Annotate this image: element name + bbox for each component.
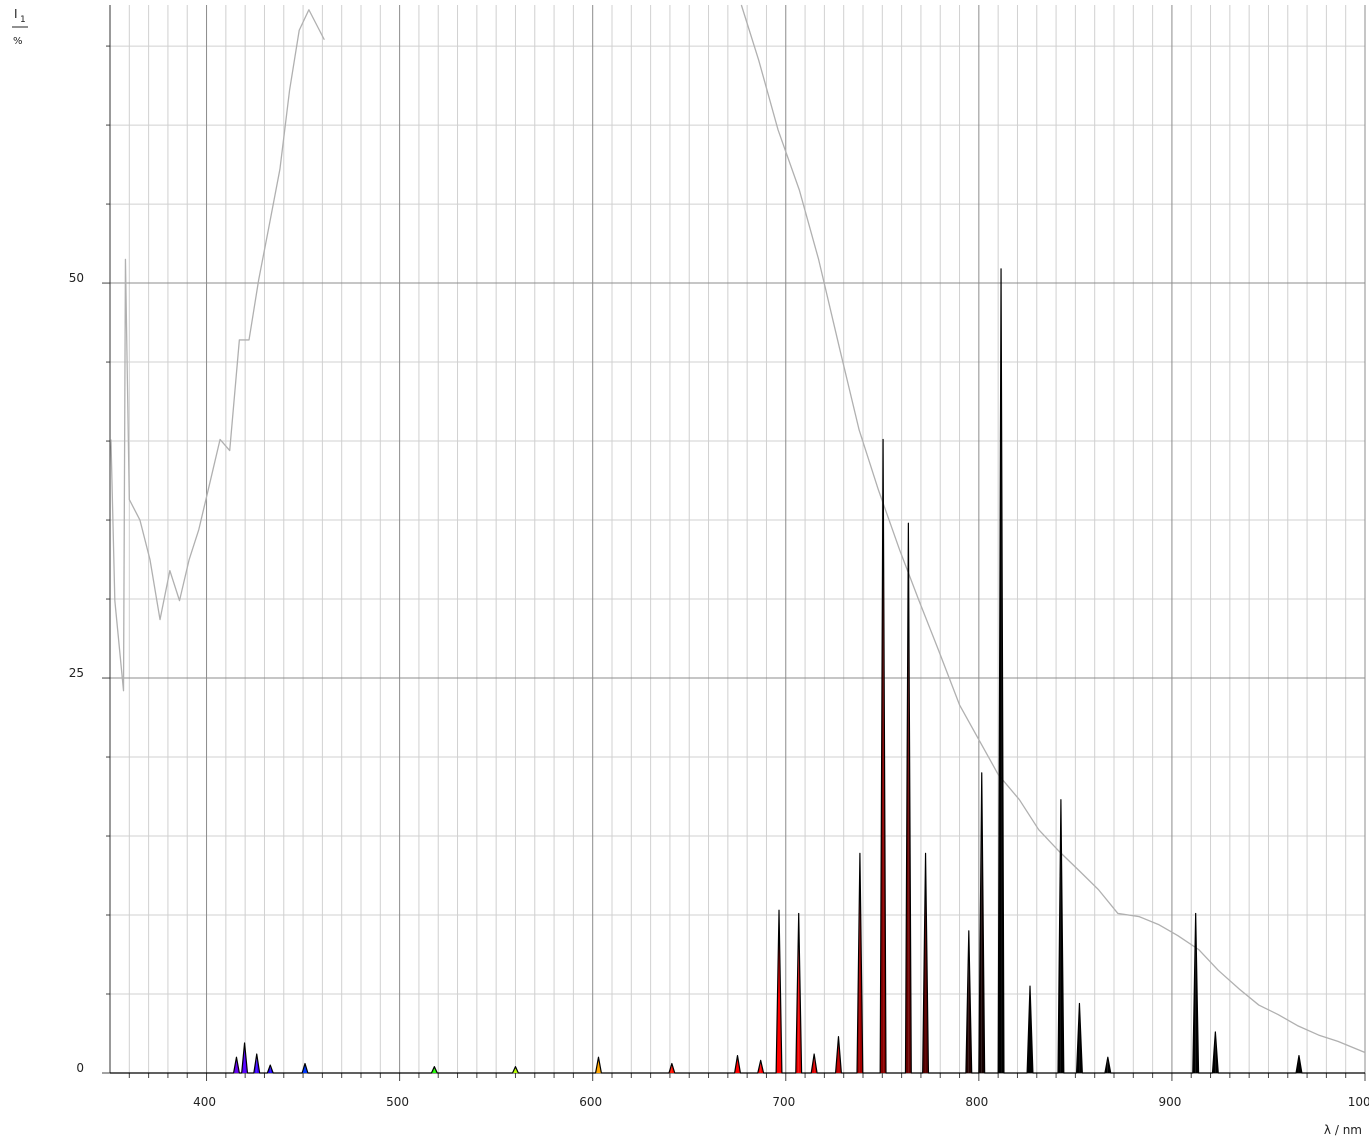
x-axis-label: λ / nm xyxy=(1324,1123,1362,1137)
spectrum-line xyxy=(110,268,1365,1074)
y-label-symbol: I xyxy=(14,7,18,21)
y-axis-label: I 1 % xyxy=(12,7,28,47)
y-tick-label: 0 xyxy=(76,1061,84,1075)
x-tick-label: 400 xyxy=(193,1095,216,1109)
y-tick-label: 50 xyxy=(69,271,84,285)
x-tick-label: 800 xyxy=(965,1095,988,1109)
y-label-subscript: 1 xyxy=(20,15,26,25)
x-tick-label: 900 xyxy=(1158,1095,1181,1109)
reference-curve xyxy=(110,9,325,692)
reference-curve xyxy=(740,4,1366,1054)
x-tick-label: 600 xyxy=(579,1095,602,1109)
x-tick-label: 700 xyxy=(772,1095,795,1109)
y-label-unit: % xyxy=(13,36,23,47)
x-tick-label: 500 xyxy=(386,1095,409,1109)
y-tick-label: 25 xyxy=(69,666,84,680)
